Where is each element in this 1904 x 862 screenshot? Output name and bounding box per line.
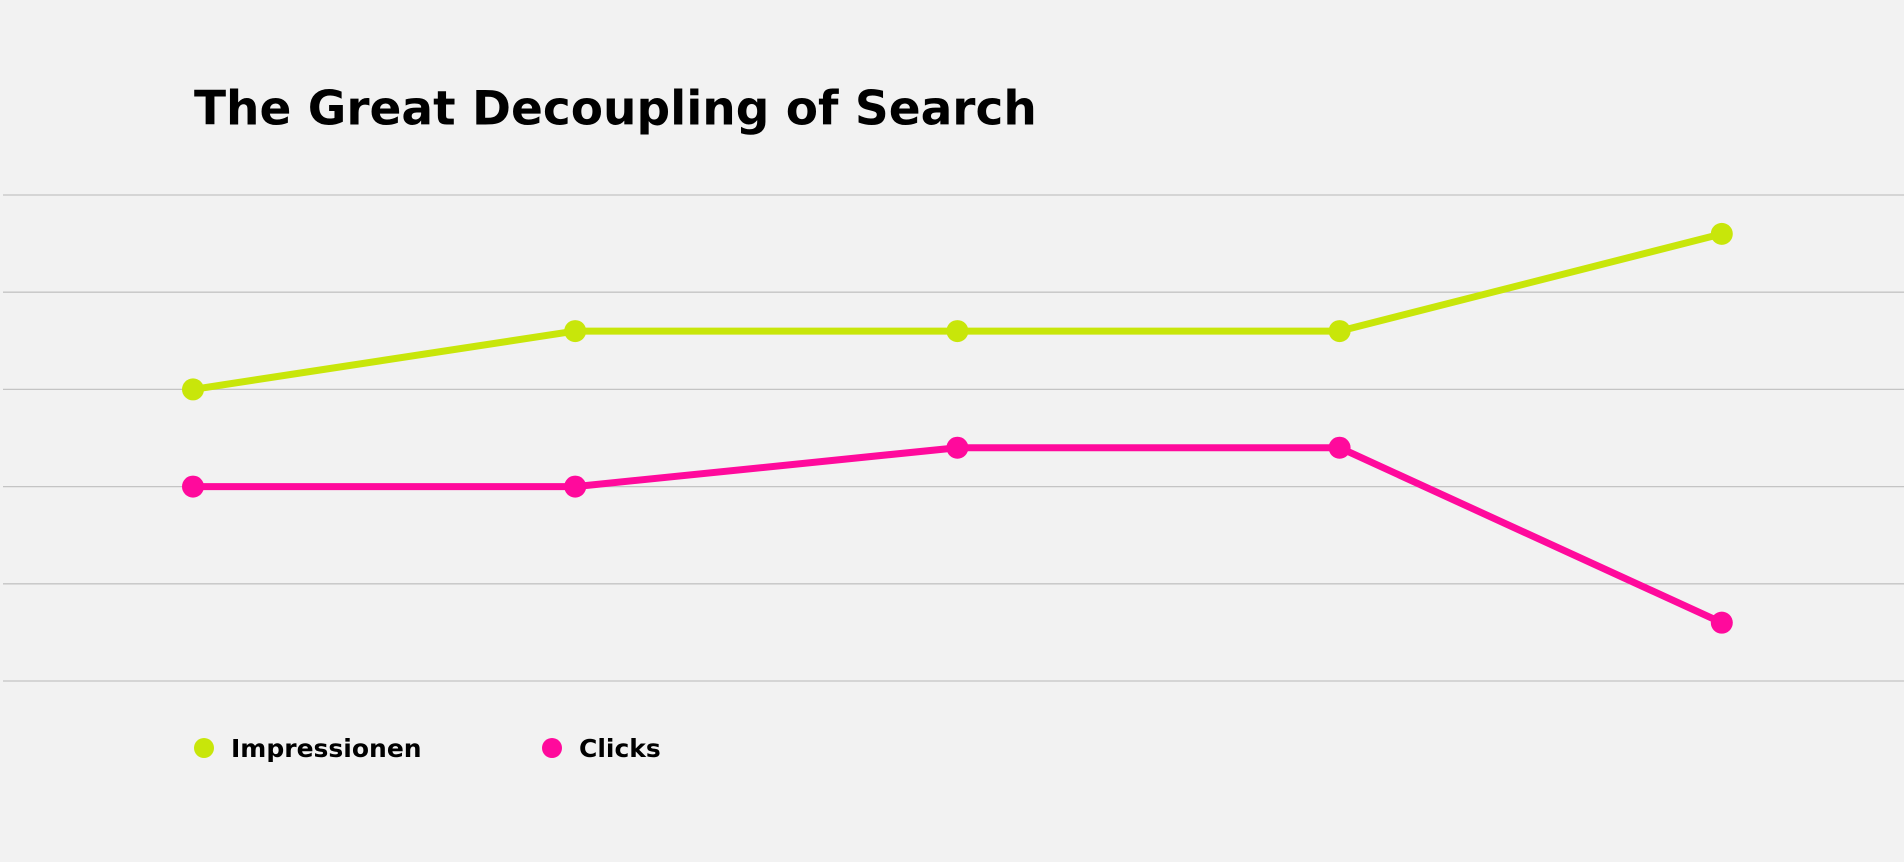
legend-marker <box>542 738 562 758</box>
data-point <box>564 320 587 343</box>
data-point <box>946 436 969 459</box>
data-point <box>1710 611 1733 634</box>
data-point <box>1710 222 1733 245</box>
chart-title: The Great Decoupling of Search <box>194 82 1037 137</box>
data-point <box>564 475 587 498</box>
legend-label: Clicks <box>579 734 661 763</box>
data-point <box>1328 320 1351 343</box>
data-point <box>182 378 204 401</box>
data-point <box>1328 436 1351 459</box>
series-line <box>193 444 1724 626</box>
data-point <box>182 475 204 498</box>
data-point <box>946 320 969 343</box>
legend-marker <box>194 738 214 758</box>
legend-label: Impressionen <box>231 734 422 763</box>
series-line <box>192 230 1723 393</box>
